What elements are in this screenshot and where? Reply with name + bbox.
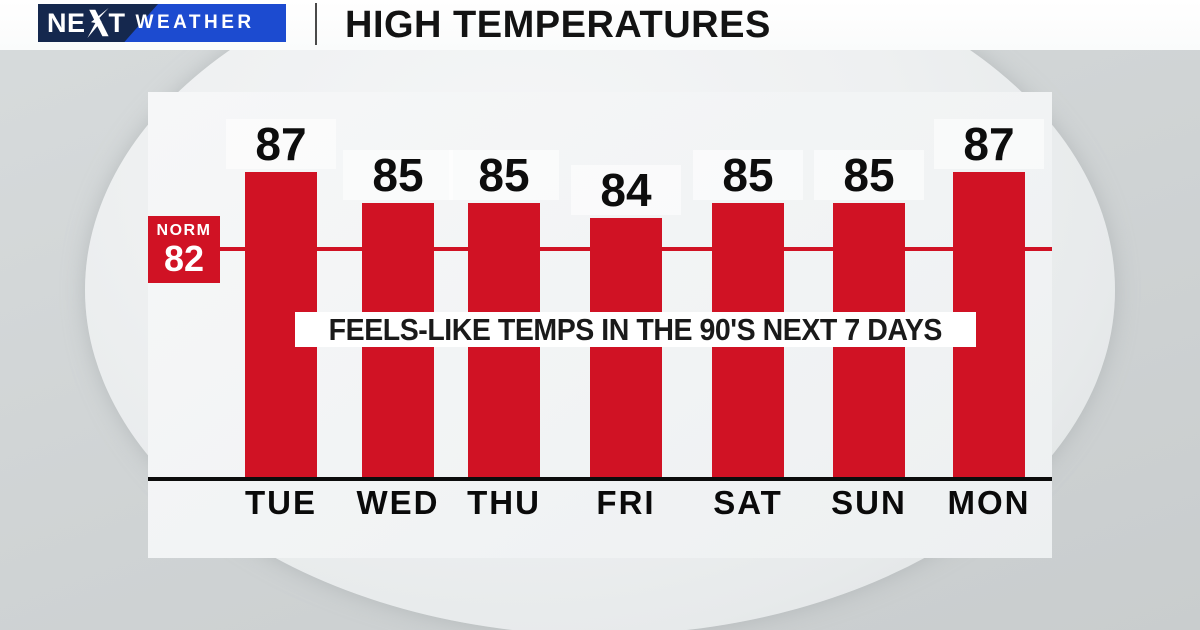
- annotation-text: FEELS-LIKE TEMPS IN THE 90'S NEXT 7 DAYS: [328, 311, 943, 347]
- norm-label: NORM: [156, 221, 212, 239]
- bar: [590, 218, 662, 477]
- bar-value-label: 85: [814, 150, 924, 200]
- x-axis-line: [148, 477, 1052, 481]
- bar-value-label: 85: [693, 150, 803, 200]
- x-axis-label: SUN: [831, 484, 907, 521]
- x-axis-label: FRI: [596, 484, 656, 521]
- x-axis-label: WED: [356, 484, 440, 521]
- norm-badge: NORM 82: [148, 216, 220, 284]
- annotation-banner: FEELS-LIKE TEMPS IN THE 90'S NEXT 7 DAYS: [295, 312, 976, 347]
- bar-value-label: 84: [571, 165, 681, 215]
- header-divider: [315, 3, 317, 45]
- x-axis-label: TUE: [245, 484, 317, 521]
- x-axis-label: MON: [947, 484, 1031, 521]
- chart-panel: NORM 82 87 TUE 85 WED 85 THU 84 FRI 85 SAT 85 SUN 87…: [148, 92, 1052, 558]
- page-title: HIGH TEMPERATURES: [345, 4, 771, 46]
- bar-value-label: 87: [934, 119, 1044, 169]
- logo-next-pre: NE: [47, 8, 86, 38]
- x-axis-label: THU: [467, 484, 541, 521]
- next-weather-logo: NE T WEATHER: [38, 4, 286, 42]
- bar-value-label: 85: [449, 150, 559, 200]
- logo-next-post: T: [108, 8, 126, 38]
- logo-weather-text: WEATHER: [135, 12, 255, 33]
- bar-value-label: 85: [343, 150, 453, 200]
- header-bar: NE T WEATHER HIGH TEMPERATURES: [0, 0, 1200, 50]
- lightning-bolt-icon: [86, 8, 109, 38]
- x-axis-label: SAT: [713, 484, 783, 521]
- logo-next-text: NE T: [47, 4, 126, 42]
- norm-value: 82: [163, 237, 205, 279]
- bar-value-label: 87: [226, 119, 336, 169]
